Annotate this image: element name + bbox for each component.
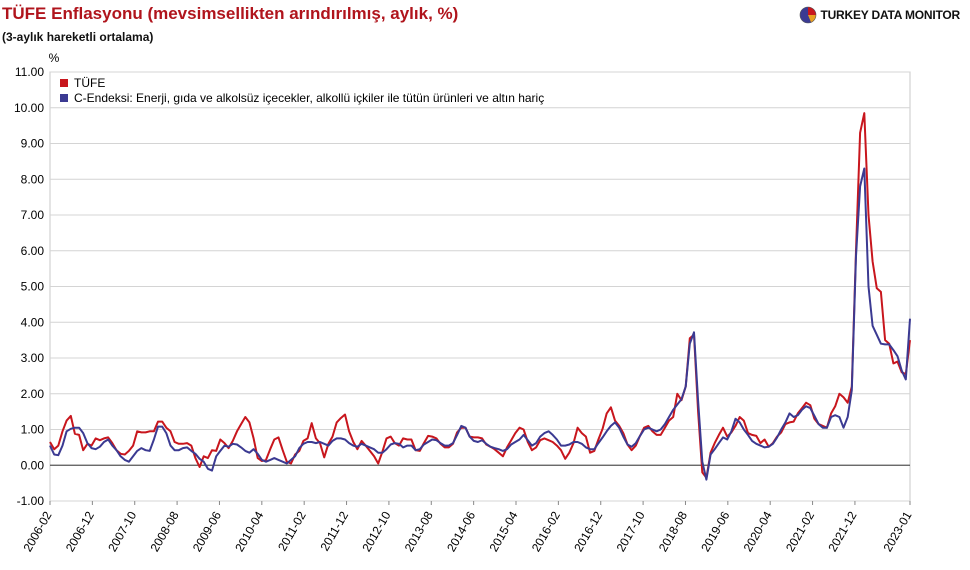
chart-title: TÜFE Enflasyonu (mevsimsellikten arındır… bbox=[2, 4, 459, 23]
x-tick-label: 2021-12 bbox=[825, 509, 859, 554]
legend-label: C-Endeksi: Enerji, gıda ve alkolsüz içec… bbox=[74, 91, 544, 105]
y-tick-label: 4.00 bbox=[21, 315, 45, 329]
x-tick-label: 2006-12 bbox=[63, 509, 97, 554]
x-tick-label: 2011-12 bbox=[317, 509, 351, 554]
y-tick-label: 2.00 bbox=[21, 387, 45, 401]
x-tick-label: 2008-08 bbox=[148, 509, 182, 554]
series-line-tufe bbox=[49, 112, 911, 479]
y-tick-label: 1.00 bbox=[21, 423, 45, 437]
x-tick-label: 2013-08 bbox=[402, 509, 436, 554]
chart-subtitle: (3-aylık hareketli ortalama) bbox=[2, 30, 154, 44]
y-tick-label: 6.00 bbox=[21, 244, 45, 258]
y-tick-label: 7.00 bbox=[21, 208, 45, 222]
y-tick-label: 0.00 bbox=[21, 458, 45, 472]
y-tick-label: 3.00 bbox=[21, 351, 45, 365]
legend-label: TÜFE bbox=[74, 76, 105, 90]
legend-swatch bbox=[60, 79, 68, 87]
y-tick-label: 8.00 bbox=[21, 172, 45, 186]
x-tick-label: 2023-01 bbox=[880, 509, 914, 554]
x-tick-label: 2006-02 bbox=[20, 509, 54, 554]
x-tick-label: 2019-06 bbox=[698, 509, 732, 554]
y-tick-label: -1.00 bbox=[17, 494, 45, 508]
y-axis-unit: % bbox=[49, 51, 60, 65]
x-tick-label: 2014-06 bbox=[444, 509, 478, 554]
x-tick-label: 2016-12 bbox=[571, 509, 605, 554]
brand-logo: TURKEY DATA MONITOR bbox=[799, 6, 960, 24]
x-tick-label: 2011-02 bbox=[275, 509, 309, 554]
series-line-c-index bbox=[49, 167, 911, 481]
x-tick-label: 2007-10 bbox=[105, 509, 139, 554]
x-tick-label: 2017-10 bbox=[614, 509, 648, 554]
x-tick-label: 2015-04 bbox=[486, 509, 520, 554]
y-tick-label: 5.00 bbox=[21, 280, 45, 294]
y-tick-label: 9.00 bbox=[21, 137, 45, 151]
globe-icon bbox=[800, 6, 817, 24]
x-tick-label: 2018-08 bbox=[656, 509, 690, 554]
x-tick-label: 2009-06 bbox=[190, 509, 224, 554]
legend-swatch bbox=[60, 94, 68, 102]
x-tick-label: 2016-02 bbox=[529, 509, 563, 554]
x-tick-label: 2010-04 bbox=[232, 509, 266, 554]
y-tick-label: 11.00 bbox=[15, 65, 44, 79]
y-tick-label: 10.00 bbox=[14, 101, 44, 115]
x-tick-label: 2021-02 bbox=[783, 509, 817, 554]
x-tick-label: 2012-10 bbox=[359, 509, 393, 554]
brand-name: TURKEY DATA MONITOR bbox=[820, 8, 960, 22]
x-tick-label: 2020-04 bbox=[741, 509, 775, 554]
